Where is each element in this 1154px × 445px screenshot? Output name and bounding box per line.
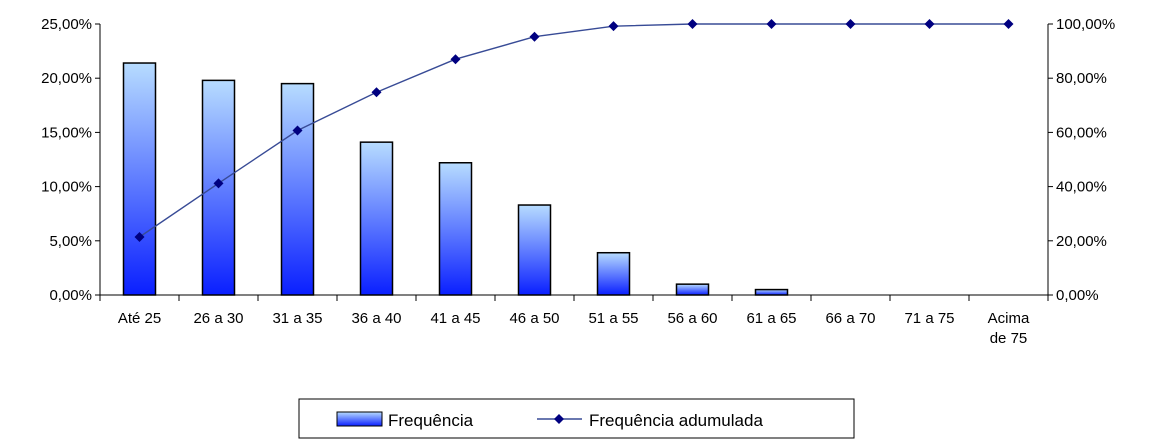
x-tick-label: 61 a 65	[746, 310, 796, 327]
x-tick-label: 71 a 75	[904, 310, 954, 327]
bar-frequencia	[280, 82, 315, 296]
x-tick-label: 56 a 60	[667, 310, 717, 327]
y-left-tick-label: 15,00%	[41, 124, 92, 141]
bar-frequencia	[596, 251, 631, 296]
x-tick-label: 36 a 40	[351, 310, 401, 327]
cumulative-marker	[924, 19, 935, 29]
x-tick-label: de 75	[990, 330, 1028, 347]
cumulative-marker	[845, 19, 856, 29]
y-right-tick-label: 20,00%	[1056, 233, 1107, 250]
y-right-tick-label: 100,00%	[1056, 16, 1115, 33]
y-right-tick-label: 40,00%	[1056, 179, 1107, 196]
cumulative-marker	[529, 31, 540, 42]
x-tick-label: Até 25	[118, 310, 161, 327]
bars-layer	[122, 62, 789, 296]
x-tick-label: 66 a 70	[825, 310, 875, 327]
bar-frequencia	[438, 162, 473, 296]
x-tick-label: 41 a 45	[430, 310, 480, 327]
legend: Frequência Frequência adumulada	[298, 398, 855, 439]
y-left-tick-label: 20,00%	[41, 70, 92, 87]
cumulative-marker	[687, 19, 698, 29]
x-tick-label: Acima	[988, 310, 1030, 327]
cumulative-marker	[608, 21, 619, 32]
bar-frequencia	[359, 141, 394, 296]
x-tick-label: 51 a 55	[588, 310, 638, 327]
x-tick-label: 46 a 50	[509, 310, 559, 327]
cumulative-marker	[213, 178, 224, 189]
cumulative-line	[139, 23, 1009, 238]
bar-frequencia	[675, 283, 710, 296]
bar-frequencia	[122, 62, 157, 296]
cumulative-marker	[1003, 19, 1014, 29]
y-left-tick-label: 0,00%	[49, 287, 92, 304]
cumulative-marker	[450, 54, 461, 65]
legend-label-frequencia-adumulada: Frequência adumulada	[589, 411, 763, 430]
y-left-tick-label: 10,00%	[41, 179, 92, 196]
x-tick-label: 31 a 35	[272, 310, 322, 327]
legend-line-marker	[554, 414, 564, 424]
legend-label-frequencia: Frequência	[388, 411, 474, 430]
labels-layer: 0,00% 5,00% 10,00% 15,00% 20,00% 25,00% 0,00% 2…	[41, 16, 1115, 347]
y-right-tick-label: 0,00%	[1056, 287, 1099, 304]
bar-frequencia	[517, 204, 552, 296]
cumulative-marker	[134, 232, 145, 243]
y-right-tick-label: 80,00%	[1056, 70, 1107, 87]
bar-frequencia	[754, 288, 789, 296]
cumulative-marker	[371, 87, 382, 98]
x-tick-label: 26 a 30	[193, 310, 243, 327]
cumulative-marker	[766, 19, 777, 29]
y-right-tick-label: 60,00%	[1056, 124, 1107, 141]
y-left-tick-label: 25,00%	[41, 16, 92, 33]
y-left-tick-label: 5,00%	[49, 233, 92, 250]
cumulative-line-layer	[134, 19, 1014, 243]
cumulative-marker	[292, 125, 303, 136]
axes-layer	[95, 23, 1053, 301]
legend-bar-swatch	[336, 411, 383, 427]
